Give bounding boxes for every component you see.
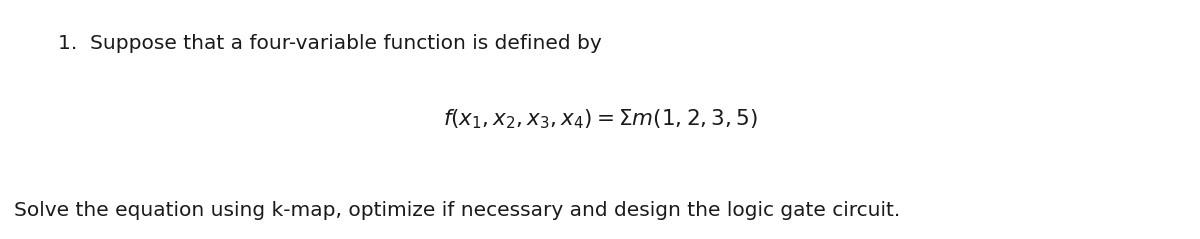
Text: 1.  Suppose that a four-variable function is defined by: 1. Suppose that a four-variable function… — [58, 33, 601, 53]
Text: $\mathit{f}(\mathit{x}_1,\mathit{x}_2,\mathit{x}_3,\mathit{x}_4) = \Sigma\mathit: $\mathit{f}(\mathit{x}_1,\mathit{x}_2,\m… — [443, 108, 757, 131]
Text: Solve the equation using k-map, optimize if necessary and design the logic gate : Solve the equation using k-map, optimize… — [14, 201, 901, 220]
